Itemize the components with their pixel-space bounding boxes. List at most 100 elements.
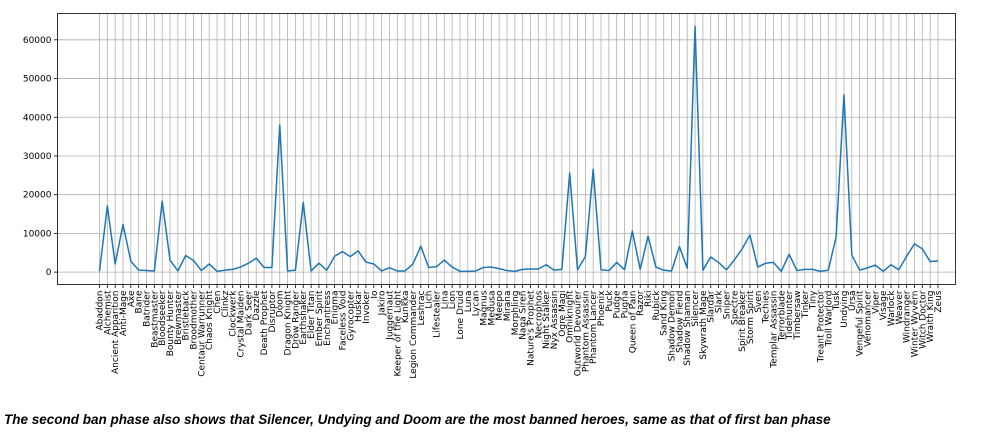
x-tick-label: Clinkz	[221, 290, 231, 317]
x-tick-label: Lone Druid	[456, 291, 466, 340]
x-tick-label: Shadow Fiend	[675, 291, 685, 353]
x-tick-label: Venomancer	[863, 290, 873, 347]
x-tick-label: Doom	[276, 291, 286, 318]
x-tick-label: Sand King	[660, 291, 670, 336]
x-tick-label: Mirana	[503, 291, 513, 322]
series-line	[98, 25, 939, 273]
x-tick-label: Bloodseeker	[158, 290, 168, 346]
x-tick-label: Tusk	[832, 290, 842, 312]
x-tick-label: Queen of Pain	[628, 291, 638, 354]
y-tick-label: 50000	[23, 75, 52, 85]
x-tick-label: Io	[370, 290, 380, 299]
x-tick-label: Warlock	[887, 290, 897, 326]
y-tick-label: 0	[46, 268, 52, 278]
x-tick-label: Alchemist	[103, 290, 113, 335]
gridlines	[57, 13, 956, 285]
y-tick-label: 40000	[23, 113, 52, 123]
x-tick-label: Leshrac	[417, 290, 427, 325]
x-tick-label: Morphling	[511, 291, 521, 336]
x-tick-label: Luna	[464, 291, 474, 313]
x-tick-label: Juggernaut	[385, 290, 395, 341]
x-tick-label: Clockwerk	[229, 290, 239, 337]
x-tick-label: Silencer	[691, 290, 701, 326]
x-tick-label: Bane	[135, 290, 145, 313]
caption: The second ban phase also shows that Sil…	[4, 412, 831, 427]
x-tick-label: Ancient Apparition	[111, 291, 121, 374]
x-tick-label: Chen	[213, 291, 223, 314]
x-tick-label: Sniper	[722, 290, 732, 319]
x-tick-label: Legion Commander	[409, 290, 419, 378]
x-tick-label: Rubick	[652, 290, 662, 321]
x-tick-label: Outworld Devourer	[574, 290, 584, 376]
x-tick-label: Ogre Magi	[558, 291, 568, 337]
x-tick-label: Undying	[840, 291, 850, 328]
x-tick-label: Techies	[762, 290, 772, 324]
x-tick-label: Faceless Void	[338, 291, 348, 351]
x-tick-label: Kunkka	[401, 291, 411, 324]
x-tick-label: Brewmaster	[174, 290, 184, 345]
x-tick-label: Vengeful Spirit	[856, 290, 866, 356]
x-tick-label: Naga Siren	[519, 291, 529, 340]
x-tick-label: Tiny	[809, 290, 819, 310]
x-tick-label: Necrophos	[534, 290, 544, 338]
x-tick-label: Lycan	[472, 291, 482, 317]
plot-frame	[57, 13, 956, 285]
x-tick-label: Spectre	[730, 290, 740, 325]
x-tick-label: Slardar	[707, 290, 717, 322]
x-tick-label: Tinker	[801, 290, 811, 319]
x-tick-label: Shadow Demon	[668, 291, 678, 362]
x-tick-label: Medusa	[487, 290, 497, 325]
x-tick-label: Ember Spirit	[315, 290, 325, 346]
x-tick-label: Visage	[879, 290, 889, 320]
x-tick-label: Lich	[425, 291, 435, 309]
x-tick-label: Storm Spirit	[746, 290, 756, 344]
x-tick-label: Anti-Mage	[119, 290, 129, 336]
x-tick-label: Enchantress	[323, 290, 333, 346]
x-tick-label: Lina	[440, 291, 450, 310]
x-tick-label: Nature's Prophet	[527, 290, 537, 366]
x-tick-label: Treant Protector	[816, 290, 826, 363]
x-tick-label: Chaos Knight	[205, 290, 215, 350]
x-tick-label: Beastmaster	[150, 290, 160, 347]
x-tick-label: Gyrocopter	[346, 290, 356, 341]
x-tick-label: Abaddon	[96, 291, 106, 331]
x-tick-label: Windranger	[903, 290, 913, 343]
x-tick-label: Lion	[448, 291, 458, 310]
x-tick-label: Spirit Breaker	[738, 290, 748, 352]
x-tick-label: Shadow Shaman	[683, 291, 693, 366]
x-tick-label: Batrider	[143, 290, 153, 327]
x-tick-label: Death Prophet	[260, 290, 270, 355]
x-tick-label: Omniknight	[566, 290, 576, 343]
x-tick-label: Meepo	[495, 290, 505, 321]
x-tick-label: Tidehunter	[785, 290, 795, 340]
x-tick-label: Disruptor	[268, 290, 278, 332]
x-tick-label: Night Stalker	[542, 290, 552, 349]
y-axis-ticks: 0 10000 20000 30000 40000 50000 60000	[23, 36, 58, 278]
x-tick-label: Witch Doctor	[918, 290, 928, 349]
x-tick-label: Winter Wyvern	[910, 291, 920, 358]
x-tick-label: Crystal Maiden	[237, 291, 247, 358]
x-tick-label: Enigma	[331, 291, 341, 325]
x-tick-label: Templar Assassin	[769, 291, 779, 369]
x-tick-label: Viper	[871, 290, 881, 314]
y-tick-label: 10000	[23, 229, 52, 239]
x-tick-label: Puck	[605, 290, 615, 312]
x-tick-label: Bristleback	[182, 290, 192, 341]
x-tick-label: Magnus	[479, 290, 489, 325]
x-tick-label: Elder Titan	[307, 291, 317, 339]
x-tick-label: Pugna	[621, 291, 631, 319]
x-tick-label: Bounty Hunter	[166, 290, 176, 356]
x-tick-label: Phantom Assassin	[581, 291, 591, 373]
x-tick-label: Drow Ranger	[291, 290, 301, 349]
x-tick-label: Dark Seer	[244, 290, 254, 335]
x-tick-label: Keeper of the Light	[393, 290, 403, 376]
x-tick-label: Troll Warlord	[824, 291, 834, 348]
x-tick-label: Wraith King	[926, 291, 936, 343]
x-tick-label: Sven	[754, 291, 764, 313]
x-tick-label: Razor	[636, 290, 646, 316]
x-tick-label: Timbersaw	[793, 291, 803, 341]
x-tick-label: Dazzle	[252, 290, 262, 320]
x-tick-label: Nyx Assassin	[550, 291, 560, 350]
